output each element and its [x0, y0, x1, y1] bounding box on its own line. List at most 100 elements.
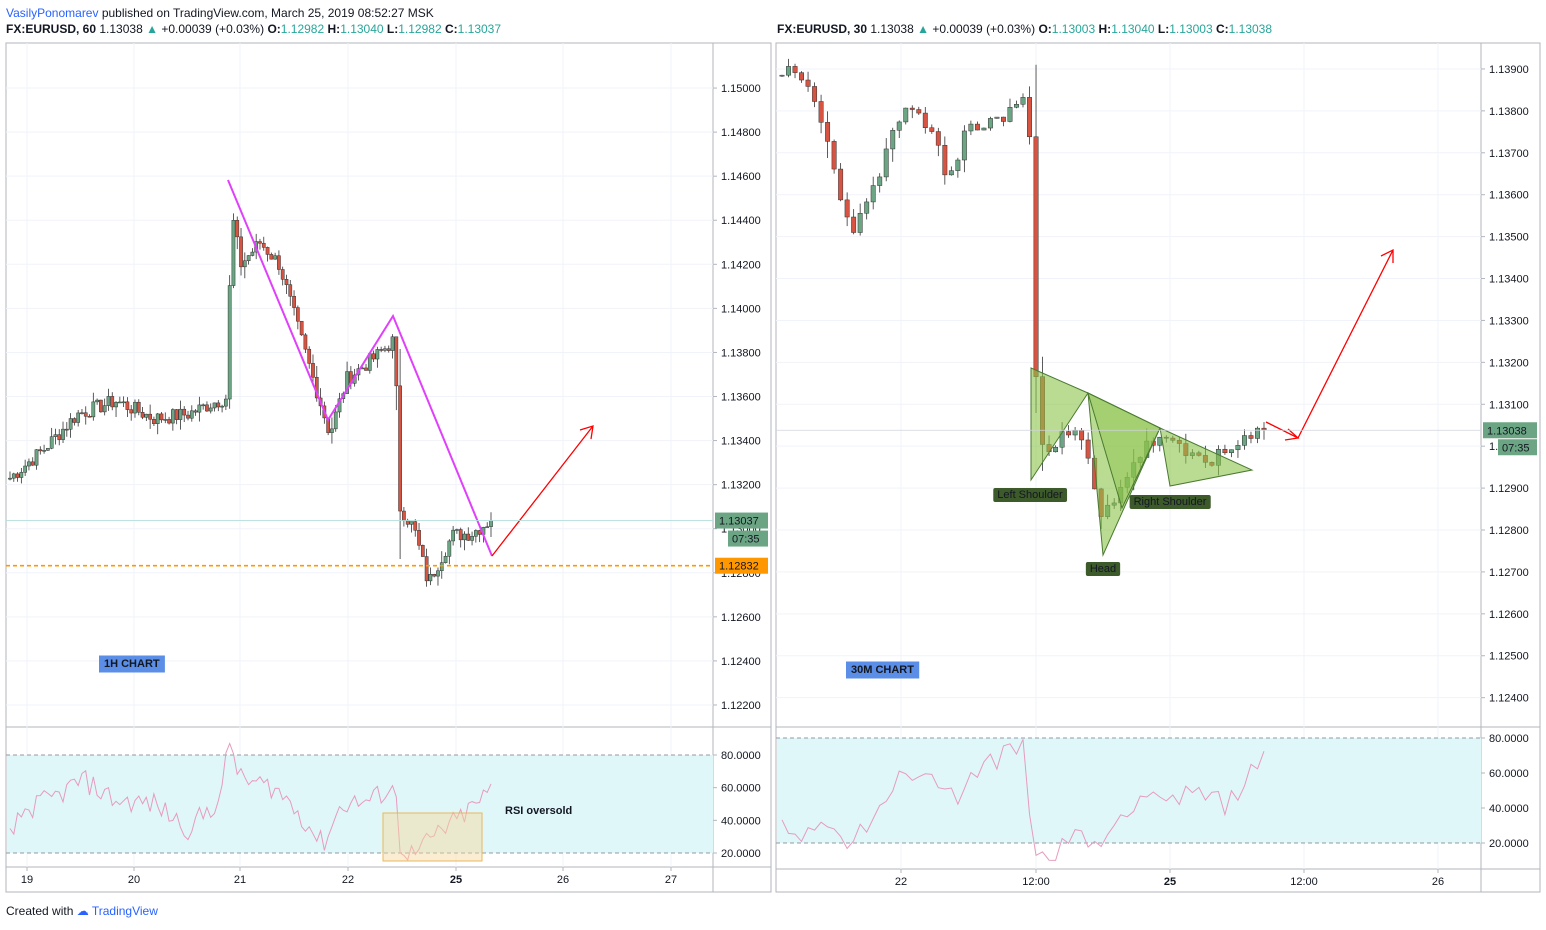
candle: [299, 320, 304, 336]
right-close: 1.13038: [1228, 22, 1273, 36]
candle: [102, 405, 107, 413]
candle: [186, 414, 190, 419]
candle: [345, 371, 349, 394]
y-tick-label: 1.13800: [721, 347, 761, 359]
candle: [428, 574, 433, 582]
candle: [205, 404, 209, 412]
price-tag-bg: [715, 512, 768, 529]
candle: [144, 413, 149, 418]
timer-tag-bg: [728, 530, 768, 547]
x-tick-label: 25: [450, 874, 462, 886]
rsi-band: [777, 738, 1481, 843]
candle: [239, 236, 243, 268]
candle: [916, 109, 922, 114]
author-link[interactable]: VasilyPonomarev: [6, 6, 99, 20]
rsi-line: [781, 739, 1265, 861]
candle: [402, 510, 406, 521]
candle: [212, 402, 217, 409]
left-last: 1.13038: [99, 22, 143, 36]
footer: Created with ☁ TradingView: [6, 904, 158, 918]
candle: [80, 412, 84, 414]
candle: [451, 529, 455, 542]
candle: [409, 521, 414, 525]
projection-arrow: [491, 425, 594, 557]
candle: [189, 410, 194, 419]
rsi-line: [9, 742, 492, 861]
candle: [178, 408, 183, 420]
y-tick-label: 1.13200: [1489, 357, 1529, 369]
candle: [1001, 116, 1006, 122]
left-shoulder-shape: [1030, 367, 1089, 482]
candle: [83, 412, 88, 417]
y-tick-label: 1.12200: [721, 700, 761, 712]
candle: [23, 465, 27, 473]
candle: [462, 533, 467, 541]
candle: [968, 123, 974, 132]
candle: [489, 520, 493, 527]
candle: [110, 396, 115, 408]
y-tick-label: 1.12400: [1489, 693, 1529, 705]
o-label: O:: [1038, 22, 1052, 36]
candle: [896, 121, 902, 131]
y-tick-label: 1.12400: [721, 656, 761, 668]
y-tick-label: 1.12900: [1489, 483, 1529, 495]
candle: [91, 401, 96, 418]
candle: [375, 349, 380, 360]
y-tick-label: 1.13600: [1489, 190, 1529, 202]
candle: [870, 185, 876, 203]
candle: [447, 540, 452, 557]
support-tag-bg: [715, 557, 768, 574]
candle: [273, 255, 277, 260]
candle: [227, 285, 232, 400]
y-tick-label: 1.12700: [1489, 567, 1529, 579]
candle: [1027, 97, 1032, 138]
candle: [311, 363, 315, 378]
y-tick-label: 1.13600: [721, 392, 761, 404]
y-tick-label: 1.12600: [1489, 609, 1529, 621]
candle: [955, 159, 961, 171]
y-tick-label: 1.13400: [721, 436, 761, 448]
rsi-tick-label: 40.0000: [1489, 803, 1529, 815]
candle: [280, 269, 285, 280]
y-tick-label: 1.14600: [721, 171, 761, 183]
x-tick-label: 22: [895, 876, 907, 888]
y-tick-label: 1.13300: [1489, 315, 1529, 327]
candle: [159, 413, 164, 421]
right-open: 1.13003: [1051, 22, 1096, 36]
candle: [994, 116, 1000, 119]
right-panel: 1.13900 1.13800 1.13700 1.13600 1.13500 1.134…: [775, 42, 1541, 893]
candle: [364, 367, 368, 371]
left-close: 1.13037: [457, 22, 502, 36]
candle: [466, 533, 471, 541]
right-shoulder-shape: [1159, 427, 1254, 487]
candle: [394, 336, 399, 387]
candle: [133, 401, 137, 414]
candle: [1255, 427, 1260, 439]
y-tick-label: 1.12600: [721, 612, 761, 624]
candle: [903, 107, 909, 123]
h-label: H:: [1098, 22, 1112, 36]
right-change: +0.00039 (+0.03%): [932, 22, 1036, 36]
left-symbol-line: FX:EURUSD, 60 1.13038 ▲ +0.00039 (+0.03%…: [6, 22, 501, 36]
candle: [307, 348, 312, 364]
tradingview-brand[interactable]: TradingView: [91, 904, 158, 918]
left-symbol: FX:EURUSD, 60: [6, 22, 97, 36]
candle: [208, 407, 213, 412]
candle: [140, 412, 145, 418]
chart-label-bg: [846, 661, 920, 679]
head-label: Head: [1090, 563, 1116, 575]
candle: [805, 79, 811, 87]
candle: [193, 410, 198, 413]
candle: [812, 86, 818, 102]
zigzag-pattern: [227, 179, 493, 557]
published-text: published on TradingView.com, March 25, …: [101, 6, 434, 20]
candle: [1228, 449, 1234, 454]
candle: [8, 477, 12, 480]
candle: [1033, 136, 1039, 377]
candle: [220, 405, 224, 408]
candle: [890, 130, 896, 150]
left-high: 1.13040: [340, 22, 384, 36]
rsi-tick-label: 60.0000: [721, 783, 761, 795]
y-tick-label: 1.14200: [721, 259, 761, 271]
